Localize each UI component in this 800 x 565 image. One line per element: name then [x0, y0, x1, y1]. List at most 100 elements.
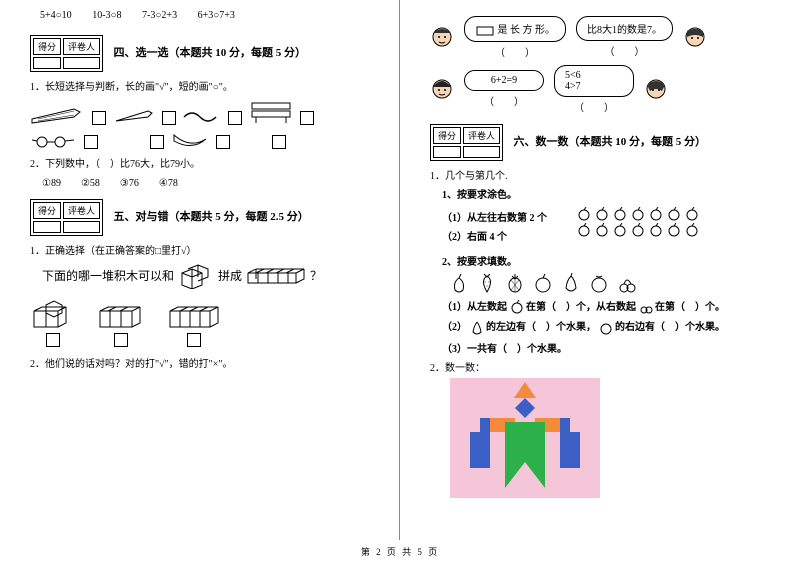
apple-row-2 [577, 223, 699, 237]
q5-1a: 下面的哪一堆积木可以和 [42, 267, 174, 284]
block-options [30, 297, 369, 347]
cmp-1: 5+4○10 [40, 10, 72, 21]
q6-1-1a: （1）从左往右数第 2 个 [442, 209, 547, 224]
speech-row-1: 是 长 方 形。 （ ） 比8大1的数是7。 （ ） [430, 16, 770, 59]
inline-cherry-icon [639, 300, 653, 314]
section-4-title: 四、选一选（本题共 10 分，每题 5 分） [114, 44, 307, 60]
pineapple-icon [506, 272, 524, 294]
fruit-icons-row [450, 272, 770, 294]
comparison-row: 5+4○10 10-3○8 7-3○2+3 6+3○7+3 [40, 10, 369, 21]
q5-1-line: 下面的哪一堆积木可以和 拼成 ？ [42, 261, 369, 289]
q6-1-1: 1、按要求涂色。 [442, 186, 770, 201]
bubble-1: 是 长 方 形。 [464, 16, 566, 42]
right-column: 是 长 方 形。 （ ） 比8大1的数是7。 （ ） 6+2=9 （ ） 5<6… [400, 0, 800, 540]
cube-result-icon [246, 265, 306, 285]
q5-2: 2．他们说的话对吗？对的打"√"，错的打"×"。 [30, 355, 369, 370]
section-6-title: 六、数一数（本题共 10 分，每题 5 分） [514, 133, 707, 149]
face-icon-4 [644, 77, 668, 101]
score-label: 得分 [33, 202, 61, 219]
apple-row-1 [577, 207, 699, 221]
box-7 [216, 135, 230, 149]
strawberry-icon [478, 272, 496, 294]
grader-label: 评卷人 [63, 38, 100, 55]
cube-target-icon [178, 261, 214, 289]
inline-pear-icon [470, 320, 484, 336]
bubble-4: 5<64>7 [554, 65, 634, 97]
cmp-3: 7-3○2+3 [142, 10, 177, 21]
section-5-head: 得分评卷人 五、对与错（本题共 5 分，每题 2.5 分） [30, 199, 369, 236]
grader-label: 评卷人 [463, 127, 500, 144]
inline-apple-icon [510, 300, 524, 314]
bubble-3: 6+2=9 [464, 70, 544, 91]
bed-item [248, 99, 294, 125]
box-8 [272, 135, 286, 149]
block-opt-1 [30, 297, 76, 347]
speech-row-2: 6+2=9 （ ） 5<64>7 （ ） [430, 65, 770, 114]
score-label: 得分 [33, 38, 61, 55]
face-icon-2 [683, 25, 707, 49]
paren-3: （ ） [464, 93, 544, 108]
box-1 [92, 111, 106, 125]
pencil-icon [30, 105, 86, 125]
bubble-1-wrap: 是 长 方 形。 （ ） [464, 16, 566, 59]
box-5 [84, 135, 98, 149]
q5-1c: ？ [310, 267, 322, 284]
bubble-2-wrap: 比8大1的数是7。 （ ） [576, 16, 673, 58]
box-2 [162, 111, 176, 125]
robot-figure [450, 378, 600, 498]
cmp-2: 10-3○8 [92, 10, 121, 21]
left-column: 5+4○10 10-3○8 7-3○2+3 6+3○7+3 得分评卷人 四、选一… [0, 0, 400, 540]
q6-1-2: 2、按要求填数。 [442, 253, 770, 268]
glasses-item [30, 135, 78, 149]
face-icon-3 [430, 77, 454, 101]
score-box-5: 得分评卷人 [30, 199, 103, 236]
banana-item [170, 131, 210, 149]
q5-1b: 拼成 [218, 267, 242, 284]
cmp-4: 6+3○7+3 [198, 10, 235, 21]
peach-icon [450, 272, 468, 294]
apple-grid [567, 205, 699, 247]
glasses-icon [30, 135, 78, 149]
bubble-2: 比8大1的数是7。 [576, 16, 673, 41]
q6-1-1b: （2）右面 4 个 [442, 228, 547, 243]
paren-2: （ ） [576, 43, 673, 58]
q4-1: 1．长短选择与判断，长的画"√"，短的画"○"。 [30, 78, 369, 93]
orange-icon [590, 272, 608, 294]
box-4 [300, 111, 314, 125]
wave-icon [182, 107, 222, 125]
robot-icon [450, 378, 600, 498]
section-6-head: 得分评卷人 六、数一数（本题共 10 分，每题 5 分） [430, 124, 770, 161]
bubble-4-wrap: 5<64>7 （ ） [554, 65, 634, 114]
q4-2-opts: ①89 ②58 ③76 ④78 [42, 174, 369, 189]
cherry-icon [618, 272, 636, 294]
q6-1-2a: （1）从左数起 在第（ ）个，从右数起 在第（ ）个。 [442, 298, 770, 315]
q6-1-2c: （3）一共有（ ）个水果。 [442, 340, 770, 355]
section-5-title: 五、对与错（本题共 5 分，每题 2.5 分） [114, 208, 309, 224]
inline-orange-icon [599, 320, 613, 336]
box-6 [150, 135, 164, 149]
block-opt-2 [96, 297, 146, 347]
face-icon-1 [430, 25, 454, 49]
pen-item [112, 105, 156, 125]
q6-1-2b: （2） 的左边有（ ）个水果， 的右边有（ ）个水果。 [442, 318, 770, 336]
bed-icon [248, 99, 294, 125]
pen-icon [112, 105, 156, 125]
q4-1-images-2 [30, 131, 369, 149]
pear-icon [562, 272, 580, 294]
page-footer: 第 2 页 共 5 页 [0, 540, 800, 558]
score-box-6: 得分评卷人 [430, 124, 503, 161]
pencil-item [30, 105, 86, 125]
apple-icon [577, 207, 591, 221]
q6-1: 1．几个与第几个. [430, 167, 770, 182]
paren-4: （ ） [554, 99, 634, 114]
paren-1: （ ） [464, 44, 566, 59]
q4-2: 2．下列数中，（ ）比76大，比79小。 [30, 155, 369, 170]
section-4-head: 得分评卷人 四、选一选（本题共 10 分，每题 5 分） [30, 35, 369, 72]
grader-label: 评卷人 [63, 202, 100, 219]
apple-icon [534, 272, 552, 294]
score-box-4: 得分评卷人 [30, 35, 103, 72]
banana-icon [170, 131, 210, 149]
score-label: 得分 [433, 127, 461, 144]
q6-2: 2．数一数： [430, 359, 770, 374]
q4-1-images [30, 99, 369, 125]
